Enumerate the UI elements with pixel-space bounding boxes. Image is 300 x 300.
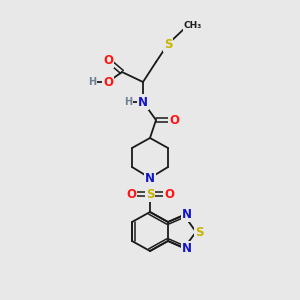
Text: O: O — [169, 113, 179, 127]
Text: H: H — [88, 77, 96, 87]
Text: N: N — [182, 208, 192, 220]
Text: S: S — [164, 38, 172, 50]
Text: O: O — [164, 188, 174, 200]
Text: S: S — [195, 226, 203, 238]
Text: N: N — [138, 95, 148, 109]
Text: H: H — [124, 97, 132, 107]
Text: CH₃: CH₃ — [184, 22, 202, 31]
Text: O: O — [126, 188, 136, 200]
Text: N: N — [182, 242, 192, 256]
Text: N: N — [145, 172, 155, 184]
Text: S: S — [146, 188, 154, 200]
Text: O: O — [103, 53, 113, 67]
Text: O: O — [103, 76, 113, 88]
